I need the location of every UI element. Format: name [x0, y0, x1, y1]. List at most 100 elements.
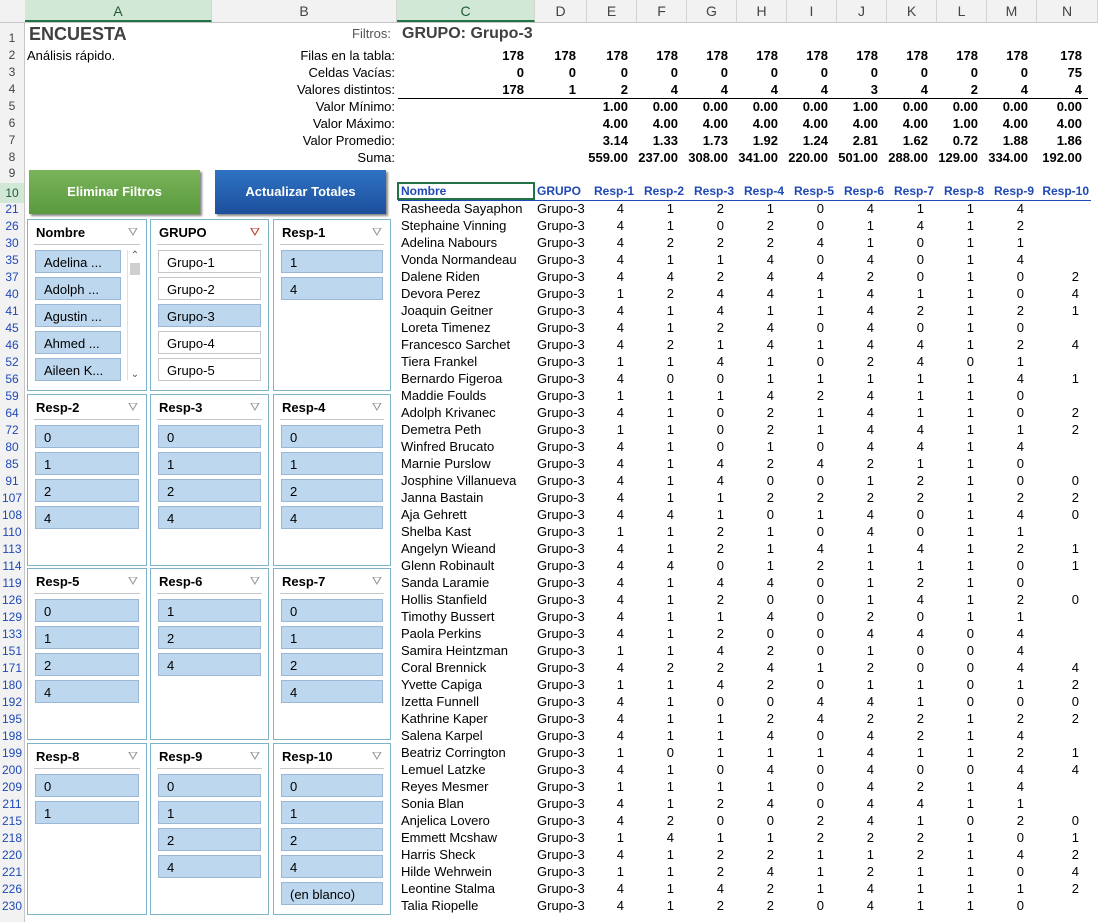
table-cell[interactable]: Tiera Frankel [401, 354, 478, 369]
table-cell[interactable]: 0 [666, 745, 674, 760]
slicer-item[interactable]: 0 [281, 599, 383, 622]
table-cell[interactable]: 1 [716, 337, 724, 352]
slicer-item[interactable]: 4 [158, 506, 261, 529]
table-cell[interactable]: 4 [866, 337, 874, 352]
table-cell[interactable]: 1 [816, 405, 824, 420]
table-cell[interactable]: 2 [1016, 490, 1024, 505]
table-header[interactable]: Resp-2 [643, 184, 684, 198]
slicer-item[interactable]: Grupo-1 [158, 250, 261, 273]
table-cell[interactable]: 4 [616, 847, 624, 862]
table-cell[interactable]: 1 [966, 541, 974, 556]
table-cell[interactable]: 4 [916, 626, 924, 641]
table-cell[interactable]: Kathrine Kaper [401, 711, 488, 726]
table-cell[interactable]: 0 [816, 728, 824, 743]
table-header[interactable]: Resp-6 [843, 184, 884, 198]
column-header-D[interactable]: D [535, 0, 587, 22]
table-cell[interactable]: 2 [916, 711, 924, 726]
table-cell[interactable]: 1 [816, 660, 824, 675]
table-header[interactable]: Resp-1 [593, 184, 634, 198]
table-cell[interactable]: 1 [1016, 354, 1024, 369]
table-cell[interactable]: 2 [866, 711, 874, 726]
table-cell[interactable]: 4 [766, 252, 774, 267]
table-cell[interactable]: Grupo-3 [537, 524, 585, 539]
table-cell[interactable]: 4 [616, 507, 624, 522]
table-cell[interactable]: Glenn Robinault [401, 558, 495, 573]
table-cell[interactable]: 1 [616, 388, 624, 403]
table-cell[interactable]: 1 [716, 830, 724, 845]
table-cell[interactable]: 1 [766, 541, 774, 556]
table-cell[interactable]: Grupo-3 [537, 575, 585, 590]
table-cell[interactable]: Reyes Mesmer [401, 779, 489, 794]
table-cell[interactable]: 0 [816, 575, 824, 590]
table-cell[interactable]: 0 [1016, 286, 1024, 301]
table-cell[interactable]: 4 [866, 796, 874, 811]
table-cell[interactable]: 1 [966, 473, 974, 488]
table-cell[interactable]: 1 [666, 779, 674, 794]
slicer-resp-1[interactable]: Resp-1 ⛛ 1 4 [273, 219, 391, 391]
table-cell[interactable]: 4 [1016, 643, 1024, 658]
row-header[interactable]: 110 [2, 525, 22, 539]
table-cell[interactable]: 4 [1071, 286, 1079, 301]
table-cell[interactable]: 2 [866, 830, 874, 845]
table-cell[interactable]: 1 [666, 711, 674, 726]
table-cell[interactable]: 0 [766, 813, 774, 828]
table-cell[interactable]: 1 [666, 405, 674, 420]
clear-filter-icon[interactable]: ⛛ [127, 574, 138, 588]
table-cell[interactable]: 1 [916, 864, 924, 879]
table-cell[interactable]: 4 [916, 422, 924, 437]
clear-filter-icon[interactable]: ⛛ [249, 574, 260, 588]
table-cell[interactable]: Coral Brennick [401, 660, 487, 675]
table-cell[interactable]: 0 [916, 269, 924, 284]
row-header[interactable]: 5 [8, 99, 16, 113]
table-cell[interactable]: 4 [616, 626, 624, 641]
table-cell[interactable]: 4 [1016, 201, 1024, 216]
table-cell[interactable]: 4 [616, 337, 624, 352]
table-cell[interactable]: Grupo-3 [537, 371, 585, 386]
row-header[interactable]: 107 [1, 491, 23, 505]
table-cell[interactable]: 2 [666, 813, 674, 828]
table-cell[interactable]: 4 [866, 524, 874, 539]
table-cell[interactable]: 4 [866, 388, 874, 403]
table-cell[interactable]: Samira Heintzman [401, 643, 508, 658]
table-cell[interactable]: 4 [816, 456, 824, 471]
table-cell[interactable]: 0 [916, 762, 924, 777]
table-cell[interactable]: 4 [816, 235, 824, 250]
table-cell[interactable]: 4 [616, 558, 624, 573]
clear-filter-icon[interactable]: ⛛ [371, 574, 382, 588]
row-header[interactable]: 64 [5, 406, 19, 420]
table-cell[interactable]: 1 [916, 405, 924, 420]
table-cell[interactable]: 0 [916, 524, 924, 539]
slicer-item[interactable]: 4 [281, 506, 383, 529]
table-cell[interactable]: 1 [966, 830, 974, 845]
table-cell[interactable]: 2 [766, 898, 774, 913]
row-header[interactable]: 72 [5, 423, 19, 437]
slicer-item[interactable]: 2 [281, 653, 383, 676]
table-cell[interactable]: 1 [616, 422, 624, 437]
table-cell[interactable]: 1 [966, 779, 974, 794]
table-cell[interactable]: 4 [616, 694, 624, 709]
slicer-item[interactable]: Grupo-2 [158, 277, 261, 300]
table-cell[interactable]: 2 [1016, 813, 1024, 828]
row-header[interactable]: 200 [1, 763, 23, 777]
row-header[interactable]: 209 [1, 780, 23, 794]
table-cell[interactable]: Joaquin Geitner [401, 303, 493, 318]
table-cell[interactable]: 1 [1016, 422, 1024, 437]
table-cell[interactable]: 4 [616, 235, 624, 250]
table-cell[interactable]: 2 [816, 388, 824, 403]
table-cell[interactable]: 2 [666, 660, 674, 675]
table-cell[interactable]: 4 [616, 490, 624, 505]
table-cell[interactable]: 1 [766, 201, 774, 216]
table-cell[interactable]: 4 [816, 711, 824, 726]
table-cell[interactable]: 1 [966, 490, 974, 505]
table-cell[interactable]: 0 [766, 592, 774, 607]
table-cell[interactable]: 2 [866, 609, 874, 624]
table-cell[interactable]: 1 [816, 286, 824, 301]
slicer-item[interactable]: 4 [35, 506, 139, 529]
table-cell[interactable]: 1 [916, 677, 924, 692]
table-cell[interactable]: Aja Gehrett [401, 507, 467, 522]
table-cell[interactable]: 1 [616, 745, 624, 760]
table-cell[interactable]: Yvette Capiga [401, 677, 482, 692]
table-cell[interactable]: 1 [766, 439, 774, 454]
table-cell[interactable]: 1 [866, 558, 874, 573]
table-header[interactable]: Nombre [401, 184, 447, 198]
